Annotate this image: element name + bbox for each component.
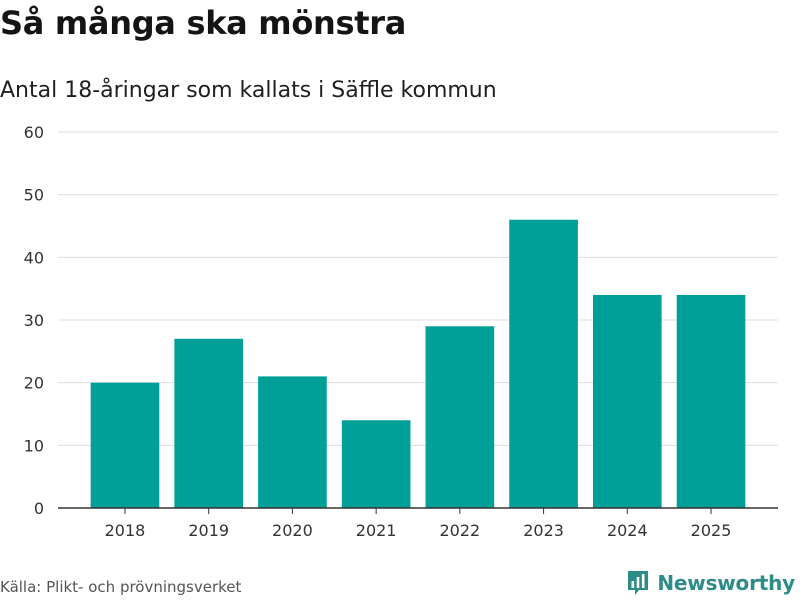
y-tick-label-50: 50 [24, 186, 44, 205]
x-tick-label-2021: 2021 [356, 521, 397, 540]
x-tick-label-2020: 2020 [272, 521, 313, 540]
x-tick-label-2018: 2018 [105, 521, 146, 540]
y-tick-label-30: 30 [24, 311, 44, 330]
x-tick-label-2025: 2025 [691, 521, 732, 540]
y-tick-label-20: 20 [24, 374, 44, 393]
y-tick-label-10: 10 [24, 436, 44, 455]
bar-2023 [509, 219, 578, 508]
x-tick-label-2024: 2024 [607, 521, 648, 540]
x-tick-label-2022: 2022 [440, 521, 481, 540]
bar-2021 [341, 420, 411, 508]
bar-2018 [90, 382, 160, 508]
y-tick-label-60: 60 [24, 123, 44, 142]
brand-logo: Newsworthy [626, 569, 795, 597]
bar-2022 [425, 326, 495, 508]
gridlines [58, 131, 778, 446]
bar-2020 [258, 376, 327, 508]
chart-title: Så många ska mönstra [0, 4, 407, 42]
x-tick-label-2019: 2019 [188, 521, 229, 540]
chart-subtitle: Antal 18-åringar som kallats i Säffle ko… [0, 78, 497, 103]
bar-2024 [592, 294, 662, 508]
bar-2019 [174, 338, 244, 508]
source-note: Källa: Plikt- och prövningsverket [0, 578, 242, 596]
x-tick-label-2023: 2023 [523, 521, 564, 540]
bar-2025 [676, 294, 746, 508]
y-tick-label-40: 40 [24, 248, 44, 267]
brand-name: Newsworthy [657, 571, 795, 595]
axes: 0 10 20 30 40 50 60 2018 2019 2020 2021 2022 2023 202… [24, 123, 778, 540]
newsworthy-logo-icon [628, 571, 649, 595]
y-tick-label-0: 0 [34, 499, 44, 518]
bars [90, 219, 746, 508]
